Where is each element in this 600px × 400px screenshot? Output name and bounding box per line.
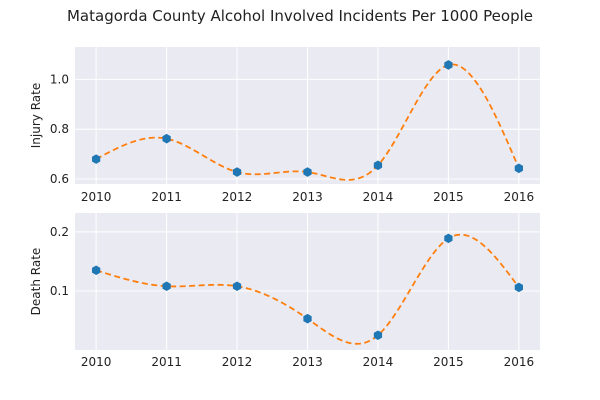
- death-data-point: [444, 233, 453, 244]
- death-data-point: [373, 330, 383, 341]
- injury-data-point: [232, 167, 242, 177]
- death-x-tick-label: 2014: [363, 355, 394, 369]
- injury-data-point: [162, 133, 171, 144]
- death-data-point: [232, 281, 242, 291]
- death-data-point: [514, 282, 523, 293]
- injury-data-point: [92, 154, 101, 164]
- injury-data-point: [303, 167, 312, 177]
- death-data-point: [303, 313, 312, 324]
- injury-x-tick-label: 2014: [363, 190, 394, 204]
- death-x-tick-label: 2012: [222, 355, 253, 369]
- injury-y-axis-label: Injury Rate: [29, 83, 43, 148]
- injury-y-tick-label: 0.8: [50, 122, 69, 136]
- death-y-tick-label: 0.1: [50, 284, 69, 298]
- injury-x-tick-label: 2013: [292, 190, 323, 204]
- death-data-point: [92, 265, 101, 276]
- injury-x-tick-label: 2015: [433, 190, 464, 204]
- death-rate-panel: 2010 2011 2012 2013 2014 2015 2016 0.1 0.2 Death …: [29, 213, 540, 369]
- death-x-tick-label: 2016: [504, 355, 535, 369]
- injury-data-point: [514, 163, 523, 174]
- death-x-tick-label: 2011: [151, 355, 182, 369]
- death-y-axis-label: Death Rate: [29, 248, 43, 316]
- death-x-tick-label: 2010: [81, 355, 112, 369]
- injury-data-point: [444, 60, 453, 70]
- injury-y-tick-label: 1.0: [50, 72, 69, 86]
- injury-x-tick-label: 2011: [151, 190, 182, 204]
- injury-rate-panel: 2010 2011 2012 2013 2014 2015 2016 0.6 0.8 1.0 Inj…: [29, 47, 540, 204]
- injury-y-tick-label: 0.6: [50, 172, 69, 186]
- death-x-tick-label: 2015: [433, 355, 464, 369]
- injury-data-point: [373, 160, 383, 171]
- chart-title: Matagorda County Alcohol Involved Incide…: [67, 7, 533, 25]
- death-x-tick-label: 2013: [292, 355, 323, 369]
- injury-x-tick-label: 2016: [504, 190, 535, 204]
- death-y-tick-label: 0.2: [50, 225, 69, 239]
- death-data-point: [162, 281, 171, 291]
- injury-x-tick-label: 2010: [81, 190, 112, 204]
- injury-x-tick-label: 2012: [222, 190, 253, 204]
